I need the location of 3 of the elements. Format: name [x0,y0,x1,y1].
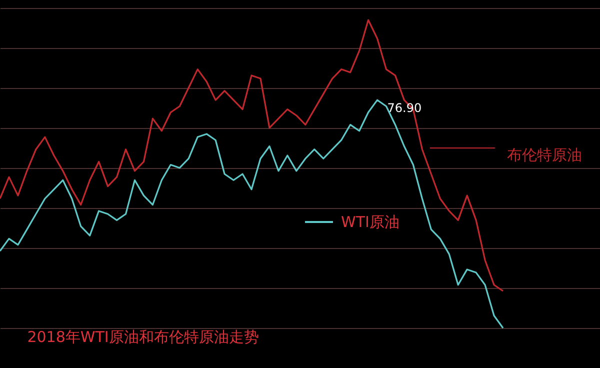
legend-label: WTI原油 [341,213,400,231]
legend-label: 布伦特原油 [507,146,582,164]
text: 2018年WTI原油和布伦特原油走势 [27,328,259,346]
